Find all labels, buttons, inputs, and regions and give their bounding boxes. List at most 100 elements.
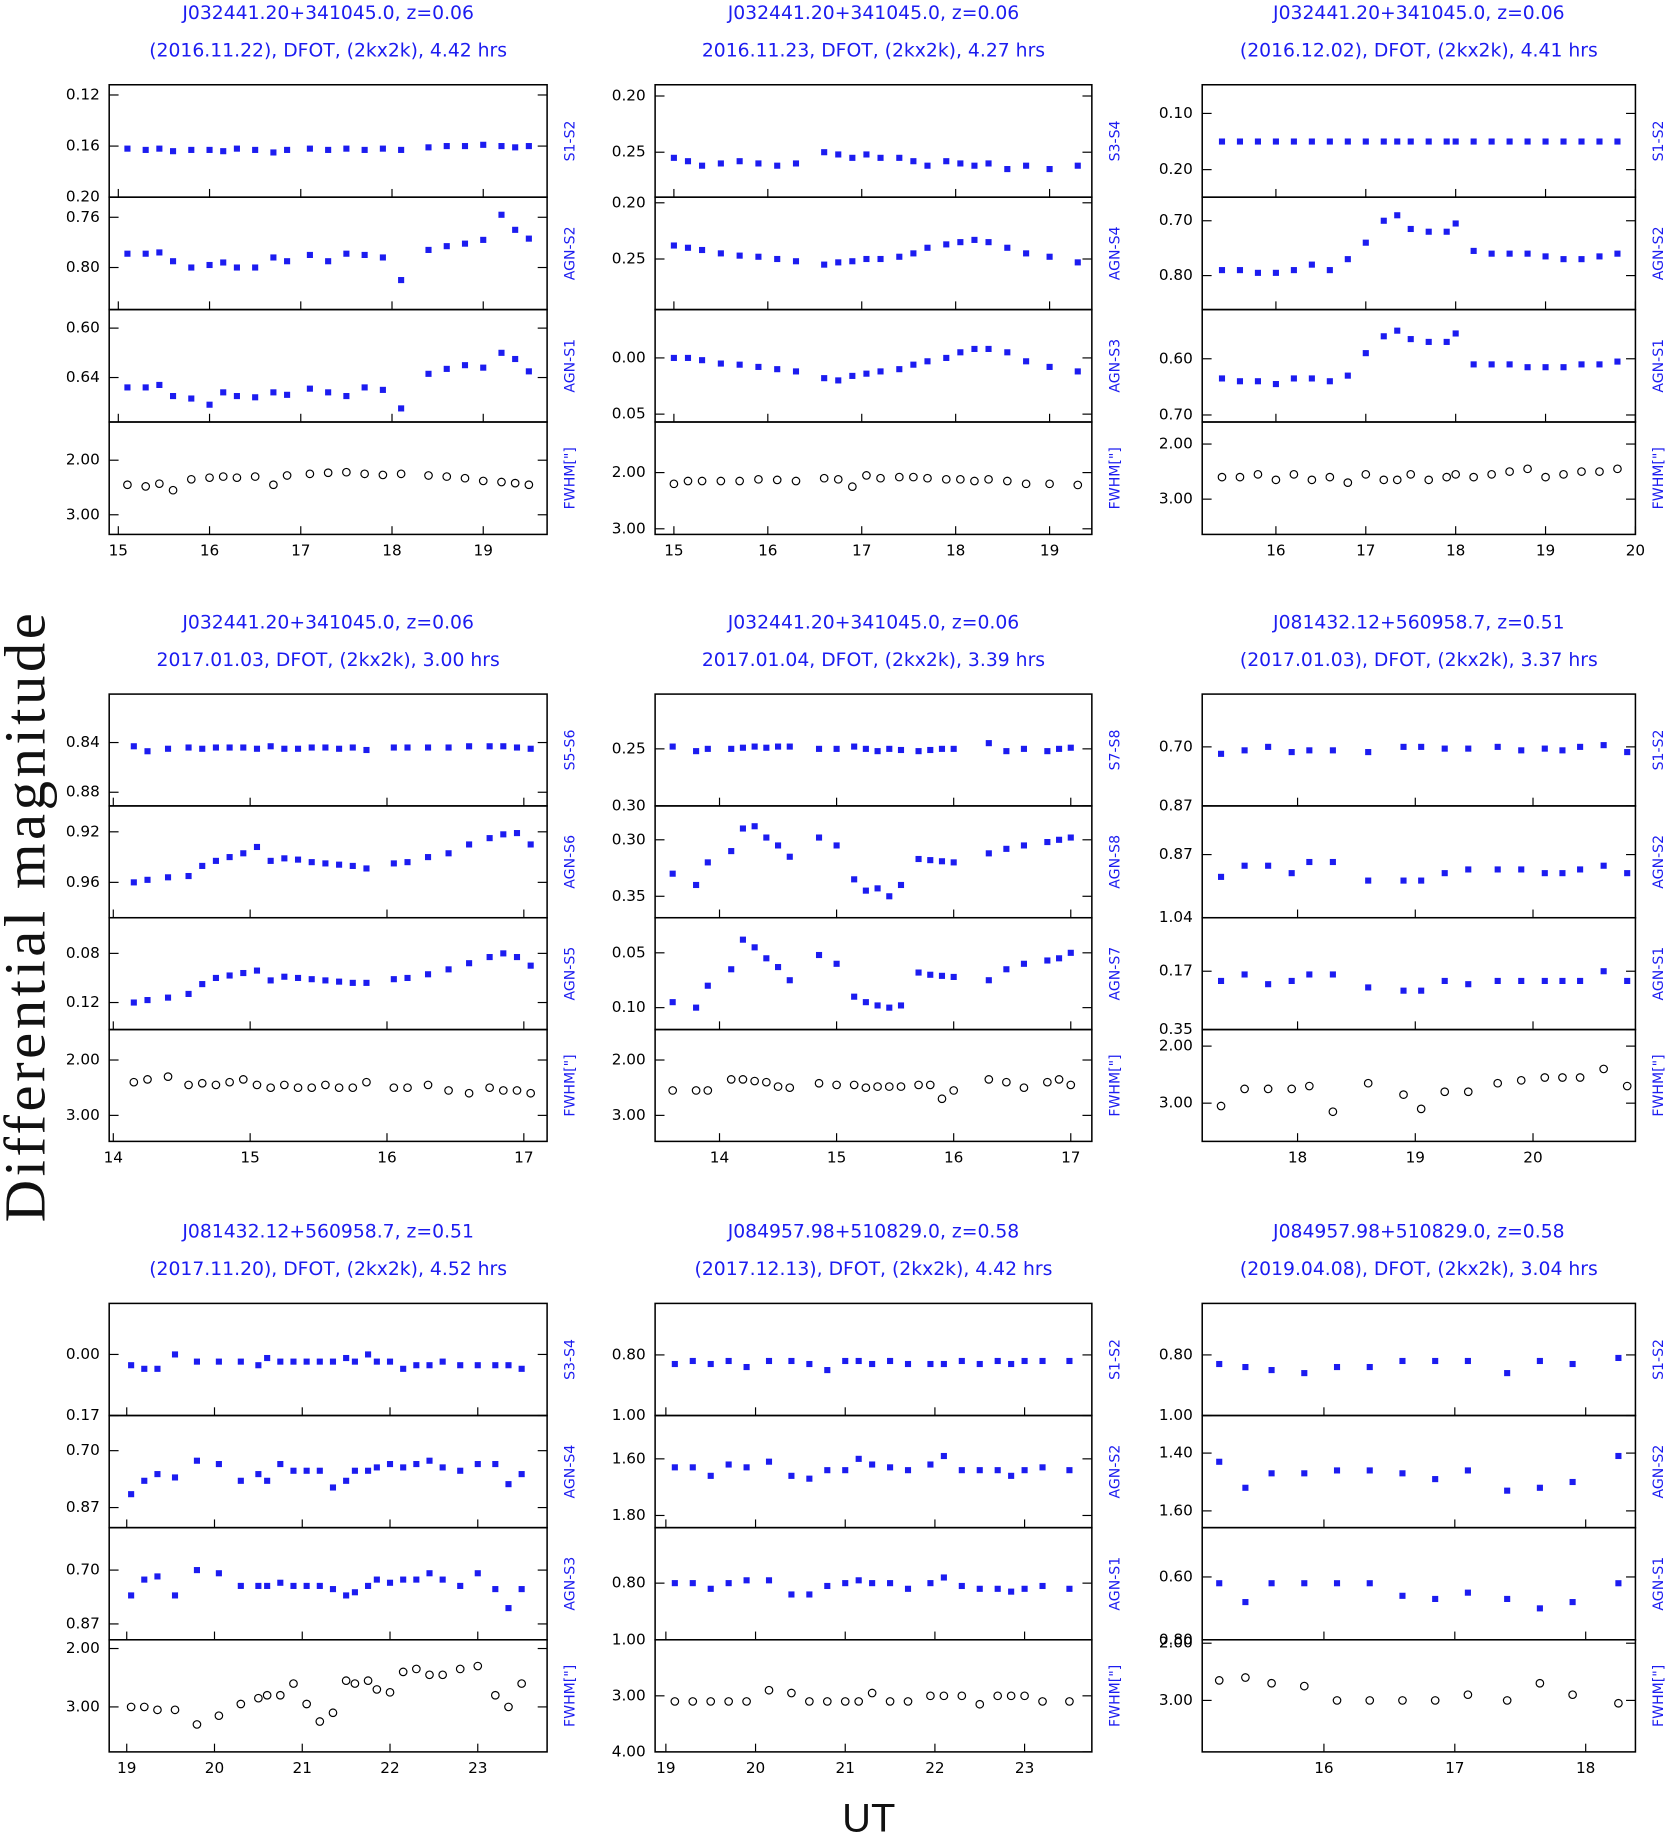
figure-x-label: UT [842,1797,895,1839]
data-point [505,1605,512,1612]
y-tick-label: 0.35 [1159,1020,1193,1038]
data-point [1577,866,1584,873]
data-point [824,1467,831,1474]
data-point [1073,480,1083,490]
data-point [699,357,706,364]
data-point [525,368,532,375]
x-tick-label: 18 [1288,1148,1307,1166]
data-point [958,1467,965,1474]
data-point [343,393,350,400]
data-point [786,977,793,984]
panel-y-label: AGN-S2 [1651,835,1667,889]
data-point [927,1580,934,1587]
data-point [325,389,332,396]
data-point [910,250,917,257]
data-point [1560,256,1567,263]
data-point [1577,743,1584,750]
data-point [1216,1101,1226,1111]
data-point [792,368,800,375]
data-point [971,345,978,352]
data-point [303,1582,310,1589]
data-point [270,389,277,396]
data-point [1398,1696,1407,1705]
data-point [940,1574,947,1581]
data-point [815,951,823,959]
data-point [1465,745,1472,752]
data-point [141,1477,148,1484]
data-point [1054,1075,1064,1084]
data-point [876,473,885,483]
data-point [336,978,343,985]
data-point [976,1360,983,1368]
data-point [480,236,487,243]
data-point [1441,977,1448,984]
y-tick-label: 1.00 [1159,1406,1193,1424]
y-tick-label: 0.60 [66,319,100,337]
data-point [1265,743,1272,750]
data-point [775,964,782,971]
data-point [308,859,315,866]
data-point [755,363,762,370]
data-point [1569,1599,1576,1606]
data-point [1267,1678,1276,1688]
data-point [1615,1580,1622,1587]
data-point [1494,743,1501,750]
data-point [819,473,829,483]
data-point [1289,470,1299,479]
data-point [693,881,700,889]
data-point [424,471,433,480]
data-point [525,235,532,242]
data-point [755,253,762,260]
data-point [1288,749,1295,756]
data-point [993,1691,1003,1701]
data-point [199,981,206,988]
x-tick-label: 14 [104,1148,123,1166]
data-point [486,954,493,961]
data-point [943,354,950,361]
data-point [184,1080,193,1090]
data-point [669,870,676,877]
y-tick-label: 0.87 [1159,796,1193,814]
data-point [1044,957,1051,964]
x-tick-label: 19 [1040,541,1059,559]
data-point [849,258,856,265]
data-point [1241,747,1248,754]
data-point [1399,1592,1406,1599]
data-point [1290,267,1297,274]
data-point [1344,138,1351,145]
data-point [1066,1585,1073,1592]
chart-subtitle: (2017.11.20), DFOT, (2kx2k), 4.52 hrs [149,1259,507,1280]
data-point [379,386,386,393]
data-point [1425,338,1432,345]
panel-y-label: FWHM["] [563,1054,579,1116]
x-tick-label: 20 [1523,1148,1542,1166]
data-point [290,1467,297,1474]
data-point [689,1580,696,1587]
data-point [704,859,711,866]
panel-y-label: FWHM["] [1107,447,1123,509]
data-point [923,473,932,483]
data-point [1023,358,1030,365]
data-point [842,1357,849,1365]
data-point [439,1358,446,1365]
data-point [486,835,493,842]
x-tick-label: 20 [1626,541,1645,559]
data-point [232,473,242,483]
data-point [863,151,870,158]
data-point [851,743,858,750]
data-point [765,1577,773,1584]
data-point [1541,472,1550,482]
data-point [460,473,470,483]
data-point [707,1360,714,1368]
data-point [697,476,707,486]
data-point [1504,1487,1511,1494]
data-point [461,362,469,369]
data-point [750,1076,759,1086]
data-point [976,1467,983,1474]
data-point [373,1576,380,1583]
data-point [751,944,758,951]
panel-y-label: FWHM["] [1107,1054,1123,1116]
data-point [904,1360,912,1368]
data-point [1216,1580,1223,1587]
